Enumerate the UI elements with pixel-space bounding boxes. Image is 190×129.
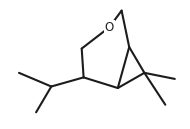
Text: O: O <box>105 21 114 34</box>
